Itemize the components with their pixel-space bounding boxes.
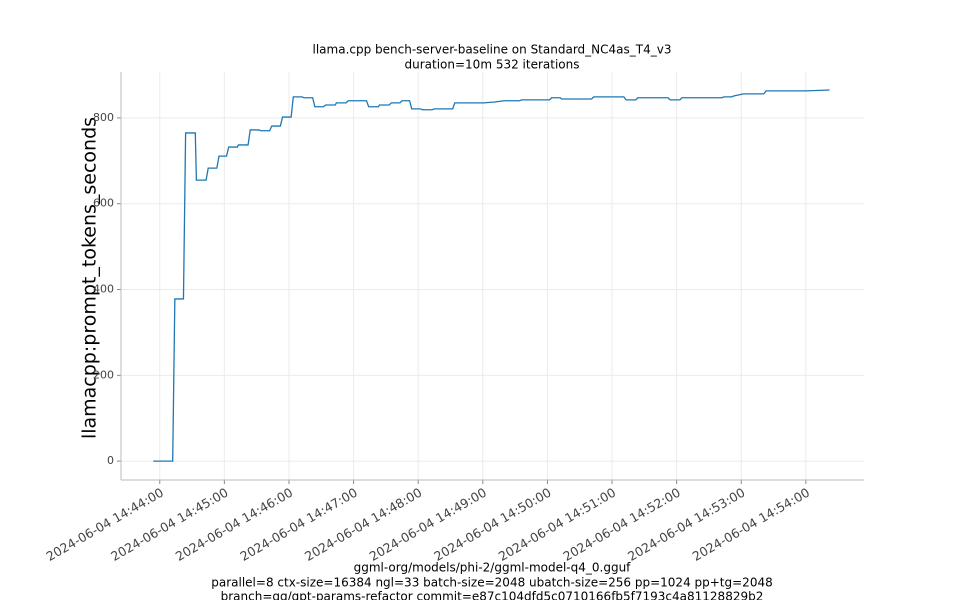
x-tick-label: 2024-06-04 14:53:00	[625, 485, 748, 564]
x-axis-label: branch=gg/gpt-params-refactor commit=e87…	[221, 590, 764, 600]
y-tick-label: 400	[93, 283, 114, 296]
x-tick-label: 2024-06-04 14:50:00	[431, 485, 554, 564]
x-tick-label: 2024-06-04 14:49:00	[367, 485, 490, 564]
x-tick-label: 2024-06-04 14:52:00	[560, 485, 683, 564]
x-tick-label: 2024-06-04 14:51:00	[496, 485, 619, 564]
x-tick-label: 2024-06-04 14:54:00	[690, 485, 813, 564]
x-tick-label: 2024-06-04 14:45:00	[108, 485, 231, 564]
x-tick-label: 2024-06-04 14:48:00	[302, 485, 425, 564]
y-tick-label: 800	[93, 111, 114, 124]
x-axis-label: ggml-org/models/phi-2/ggml-model-q4_0.gg…	[354, 561, 632, 575]
y-tick-label: 600	[93, 197, 114, 210]
y-tick-label: 200	[93, 368, 114, 381]
x-tick-label: 2024-06-04 14:44:00	[44, 485, 167, 564]
x-tick-label: 2024-06-04 14:47:00	[237, 485, 360, 564]
y-tick-label: 0	[107, 454, 114, 467]
y-axis-label: llamacpp:prompt_tokens_seconds	[79, 117, 101, 439]
x-axis-label: parallel=8 ctx-size=16384 ngl=33 batch-s…	[211, 576, 772, 590]
line-series	[153, 89, 830, 462]
x-tick-label: 2024-06-04 14:46:00	[173, 485, 296, 564]
chart-title: llama.cpp bench-server-baseline on Stand…	[313, 43, 672, 57]
chart-subtitle: duration=10m 532 iterations	[405, 58, 580, 72]
